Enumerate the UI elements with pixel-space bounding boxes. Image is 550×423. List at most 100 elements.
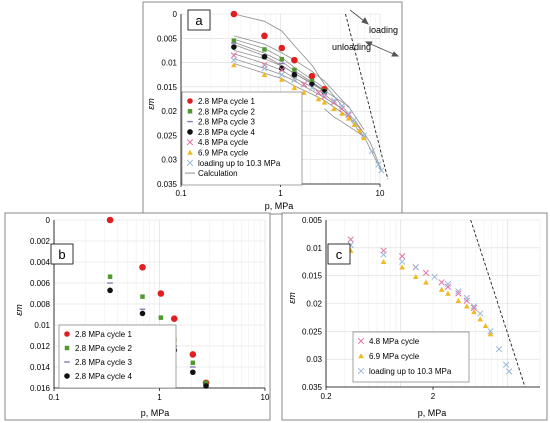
legend-label-2-8-mpa-cycle-3: 2.8 MPa cycle 3 xyxy=(198,118,255,127)
panel-a-ytick-label: 0.02 xyxy=(161,107,177,116)
panel-c-ytick-label: 0.035 xyxy=(302,383,323,392)
legend-label-2-8-mpa-cycle-3: 2.8 MPa cycle 3 xyxy=(75,358,132,367)
panel-a-point-4-8-mpa-cycle xyxy=(315,89,322,96)
panel-c-point-6-9-mpa-cycle xyxy=(482,322,489,329)
legend-marker-2-8-mpa-cycle-1 xyxy=(64,331,70,337)
panel-a-point-6-9-mpa-cycle xyxy=(261,71,268,77)
legend-label-4-8-mpa-cycle: 4.8 MPa cycle xyxy=(369,337,420,346)
panel-a-ylabel: εm xyxy=(146,98,156,110)
legend-label-loading-up-to-10-3-mpa: loading up to 10.3 MPa xyxy=(198,159,281,168)
panel-b-point-2-8-mpa-cycle-2 xyxy=(190,360,196,366)
panel-b-ytick-label: 0.006 xyxy=(30,279,51,288)
legend-marker-2-8-mpa-cycle-4 xyxy=(187,129,193,135)
panel-a-point-loading-up-to-10-3-mpa xyxy=(230,56,238,64)
panel-a-ytick-label: 0.005 xyxy=(157,34,178,43)
legend-marker-4-8-mpa-cycle xyxy=(357,337,365,345)
panel-b-ytick-label: 0 xyxy=(46,216,51,225)
panel-a-xtick-label: 0.1 xyxy=(175,189,187,198)
panel-a-xtick-label: 10 xyxy=(376,189,385,198)
panel-c-ytick-label: 0.005 xyxy=(302,216,323,225)
unloading-arrow-icon xyxy=(364,41,400,57)
legend-label-2-8-mpa-cycle-4: 2.8 MPa cycle 4 xyxy=(198,128,255,137)
panel-a-point-loading-up-to-10-3-mpa xyxy=(330,97,338,104)
panel-a-point-4-8-mpa-cycle xyxy=(345,111,352,119)
panel-a-point-loading-up-to-10-3-mpa xyxy=(375,161,382,168)
panel-a-point-4-8-mpa-cycle xyxy=(330,99,338,106)
panel-b-xlabel: p, MPa xyxy=(141,408,170,418)
panel-c-point-6-9-mpa-cycle xyxy=(445,290,451,296)
panel-a-point-2-8-mpa-cycle-1 xyxy=(230,10,238,18)
panel-a-letter-box xyxy=(187,9,211,31)
panel-b-xtick-label: 10 xyxy=(261,393,270,402)
panel-b-point-2-8-mpa-cycle-2 xyxy=(140,294,145,299)
legend-marker-2-8-mpa-cycle-4 xyxy=(64,373,70,379)
panel-b-ytick-label: 0.016 xyxy=(30,384,51,393)
panel-c-ylabel: εm xyxy=(287,292,297,304)
panel-c-point-4-8-mpa-cycle xyxy=(444,283,452,290)
loading-arrow-icon xyxy=(349,9,369,25)
panel-a-point-4-8-mpa-cycle xyxy=(230,52,238,59)
panel-c-point-6-9-mpa-cycle xyxy=(464,303,470,309)
panel-a-point-2-8-mpa-cycle-1 xyxy=(261,32,268,40)
panel-b-point-2-8-mpa-cycle-1 xyxy=(139,263,146,271)
legend-label-2-8-mpa-cycle-1: 2.8 MPa cycle 1 xyxy=(198,97,255,106)
legend-label-2-8-mpa-cycle-2: 2.8 MPa cycle 2 xyxy=(198,107,255,116)
panel-a-point-loading-up-to-10-3-mpa xyxy=(351,116,358,124)
panel-a-point-2-8-mpa-cycle-2 xyxy=(292,67,297,73)
panel-a-ytick-label: 0.025 xyxy=(157,131,178,140)
panel-b-letter-box xyxy=(50,243,74,265)
panel-b-xtick-label: 1 xyxy=(157,393,162,402)
legend-marker-loading-up-to-10-3-mpa xyxy=(186,159,194,166)
panel-a-ytick-label: 0.01 xyxy=(161,59,177,68)
panel-a-point-2-8-mpa-cycle-2 xyxy=(309,78,315,84)
panel-a-point-loading-up-to-10-3-mpa xyxy=(360,132,368,139)
panel-b-chart: 0 0.002 0.004 0.006 0.008 0.01 0.012 0.014 0.016… xyxy=(4,212,271,421)
panel-a-point-loading-up-to-10-3-mpa xyxy=(321,90,328,98)
panel-c-point-4-8-mpa-cycle xyxy=(470,304,478,312)
panel-b-point-2-8-mpa-cycle-4 xyxy=(203,383,209,389)
panel-a-point-4-8-mpa-cycle xyxy=(278,66,285,74)
panel-b-ylabel: εm xyxy=(14,304,24,316)
panel-c-letter-box xyxy=(327,243,351,265)
panel-a-point-loading-up-to-10-3-mpa xyxy=(291,76,298,83)
panel-b-point-2-8-mpa-cycle-2 xyxy=(203,380,209,385)
panel-c-letter: c xyxy=(336,247,343,262)
panel-a-xlabel: p, MPa xyxy=(265,201,294,211)
panel-c-point-loading-up-to-10-3-mpa xyxy=(477,310,484,317)
panel-c-ytick-label: 0.015 xyxy=(302,272,323,281)
panel-a-calculation-curve xyxy=(233,63,365,139)
unloading-annotation: unloading xyxy=(332,42,371,52)
panel-b-ytick-label: 0.01 xyxy=(34,321,50,330)
panel-c-point-6-9-mpa-cycle xyxy=(471,309,477,315)
panel-a-point-2-8-mpa-cycle-4 xyxy=(231,44,237,50)
panel-c-point-4-8-mpa-cycle xyxy=(455,290,462,297)
panel-b-point-2-8-mpa-cycle-1 xyxy=(170,315,178,323)
panel-a-point-2-8-mpa-cycle-4 xyxy=(291,71,298,78)
panel-c-point-loading-up-to-10-3-mpa xyxy=(495,345,503,353)
panel-a-point-6-9-mpa-cycle xyxy=(278,76,285,82)
panel-b-point-2-8-mpa-cycle-1 xyxy=(189,351,197,358)
panel-c-point-loading-up-to-10-3-mpa xyxy=(487,328,494,335)
panel-a-point-6-9-mpa-cycle xyxy=(351,121,358,127)
panel-c-point-4-8-mpa-cycle xyxy=(422,269,430,277)
panel-c-point-loading-up-to-10-3-mpa xyxy=(455,288,462,295)
legend-label-calculation: Calculation xyxy=(198,169,238,178)
panel-c-point-loading-up-to-10-3-mpa xyxy=(399,258,406,265)
panel-a-point-6-9-mpa-cycle xyxy=(345,115,352,121)
panel-a-point-loading-up-to-10-3-mpa xyxy=(368,147,375,155)
panel-c-point-loading-up-to-10-3-mpa xyxy=(412,264,419,271)
panel-c-xtick-label: 0.2 xyxy=(320,392,332,401)
panel-c-point-loading-up-to-10-3-mpa xyxy=(431,273,438,280)
panel-c-ytick-label: 0.03 xyxy=(306,355,322,364)
panel-b-letter: b xyxy=(58,247,65,262)
panel-a-point-2-8-mpa-cycle-2 xyxy=(231,38,237,43)
panel-a-point-loading-up-to-10-3-mpa xyxy=(278,71,285,78)
panel-c-xtick-label: 2 xyxy=(431,392,436,401)
panel-c-point-loading-up-to-10-3-mpa xyxy=(380,251,387,258)
legend-marker-6-9-mpa-cycle xyxy=(358,353,364,359)
panel-c-ytick-label: 0.02 xyxy=(306,300,322,309)
panel-c-ytick-label: 0.025 xyxy=(302,327,323,336)
panel-c-ytick-label: 0.01 xyxy=(306,244,322,253)
legend-marker-4-8-mpa-cycle xyxy=(186,139,194,146)
panel-b-point-2-8-mpa-cycle-4 xyxy=(139,310,146,317)
